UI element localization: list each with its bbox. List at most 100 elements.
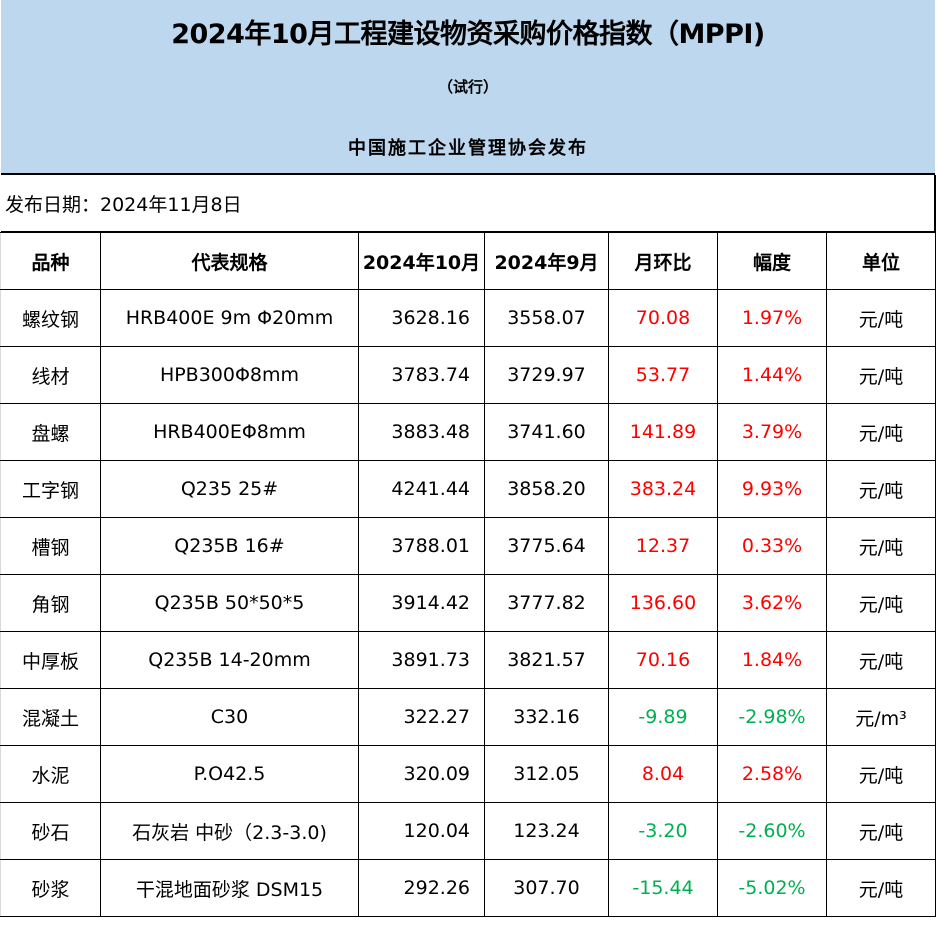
pct-change-cell: 9.93% xyxy=(717,460,827,518)
mom-change-cell: 136.60 xyxy=(608,574,718,632)
sep-price-cell: 123.24 xyxy=(484,802,609,860)
sep-price-cell: 3729.97 xyxy=(484,346,609,404)
variety-cell: 工字钢 xyxy=(0,460,101,518)
table-row: 角钢 Q235B 50*50*5 3914.42 3777.82 136.60 3.62%… xyxy=(0,574,936,632)
unit-cell: 元/吨 xyxy=(826,517,936,575)
publish-date: 发布日期：2024年11月8日 xyxy=(5,193,242,216)
col-header-mom: 月环比 xyxy=(608,232,718,290)
mom-change-cell: 12.37 xyxy=(608,517,718,575)
table-row: 盘螺 HRB400EΦ8mm 3883.48 3741.60 141.89 3.79% 元/… xyxy=(0,403,936,461)
spec-cell: C30 xyxy=(100,688,359,746)
table-row: 砂浆 干混地面砂浆 DSM15 292.26 307.70 -15.44 -5.02% 元/… xyxy=(0,859,936,917)
variety-cell: 盘螺 xyxy=(0,403,101,461)
pct-change-cell: 1.97% xyxy=(717,289,827,347)
table-row: 工字钢 Q235 25# 4241.44 3858.20 383.24 9.93% 元/吨 xyxy=(0,460,936,518)
report-subtitle: （试行） xyxy=(437,78,498,96)
sep-price-cell: 312.05 xyxy=(484,745,609,803)
variety-cell: 砂石 xyxy=(0,802,101,860)
variety-cell: 中厚板 xyxy=(0,631,101,689)
variety-cell: 角钢 xyxy=(0,574,101,632)
sep-price-cell: 3858.20 xyxy=(484,460,609,518)
spec-cell: Q235 25# xyxy=(100,460,359,518)
spec-cell: Q235B 14-20mm xyxy=(100,631,359,689)
spec-cell: Q235B 16# xyxy=(100,517,359,575)
oct-price-cell: 3783.74 xyxy=(358,346,485,404)
sep-price-cell: 3741.60 xyxy=(484,403,609,461)
col-header-pct: 幅度 xyxy=(717,232,827,290)
spec-cell: HRB400EΦ8mm xyxy=(100,403,359,461)
variety-cell: 螺纹钢 xyxy=(0,289,101,347)
unit-cell: 元/吨 xyxy=(826,346,936,404)
spec-cell: Q235B 50*50*5 xyxy=(100,574,359,632)
table-header-row: 品种 代表规格 2024年10月 2024年9月 月环比 幅度 单位 xyxy=(0,232,936,290)
unit-cell: 元/m³ xyxy=(826,688,936,746)
mom-change-cell: -9.89 xyxy=(608,688,718,746)
oct-price-cell: 3914.42 xyxy=(358,574,485,632)
pct-change-cell: -2.60% xyxy=(717,802,827,860)
oct-price-cell: 4241.44 xyxy=(358,460,485,518)
variety-cell: 线材 xyxy=(0,346,101,404)
oct-price-cell: 322.27 xyxy=(358,688,485,746)
spec-cell: P.O42.5 xyxy=(100,745,359,803)
table-row: 线材 HPB300Φ8mm 3783.74 3729.97 53.77 1.44% 元/吨 xyxy=(0,346,936,404)
pct-change-cell: 0.33% xyxy=(717,517,827,575)
pct-change-cell: 2.58% xyxy=(717,745,827,803)
mom-change-cell: 53.77 xyxy=(608,346,718,404)
variety-cell: 砂浆 xyxy=(0,859,101,917)
table-row: 槽钢 Q235B 16# 3788.01 3775.64 12.37 0.33% 元/吨 xyxy=(0,517,936,575)
oct-price-cell: 3628.16 xyxy=(358,289,485,347)
unit-cell: 元/吨 xyxy=(826,289,936,347)
oct-price-cell: 3891.73 xyxy=(358,631,485,689)
sep-price-cell: 332.16 xyxy=(484,688,609,746)
unit-cell: 元/吨 xyxy=(826,745,936,803)
price-index-table: 品种 代表规格 2024年10月 2024年9月 月环比 幅度 单位 螺纹钢 HR… xyxy=(0,232,936,917)
mom-change-cell: 70.08 xyxy=(608,289,718,347)
pct-change-cell: 3.62% xyxy=(717,574,827,632)
pct-change-cell: -5.02% xyxy=(717,859,827,917)
pct-change-cell: 1.84% xyxy=(717,631,827,689)
variety-cell: 槽钢 xyxy=(0,517,101,575)
spec-cell: HRB400E 9m Φ20mm xyxy=(100,289,359,347)
sep-price-cell: 3775.64 xyxy=(484,517,609,575)
sep-price-cell: 3558.07 xyxy=(484,289,609,347)
table-row: 螺纹钢 HRB400E 9m Φ20mm 3628.16 3558.07 70.08 1.… xyxy=(0,289,936,347)
unit-cell: 元/吨 xyxy=(826,802,936,860)
mom-change-cell: -15.44 xyxy=(608,859,718,917)
report-header: 2024年10月工程建设物资采购价格指数（MPPI) （试行） 中国施工企业管理… xyxy=(1,0,935,175)
col-header-spec: 代表规格 xyxy=(100,232,359,290)
mom-change-cell: 141.89 xyxy=(608,403,718,461)
oct-price-cell: 3788.01 xyxy=(358,517,485,575)
pct-change-cell: 3.79% xyxy=(717,403,827,461)
oct-price-cell: 3883.48 xyxy=(358,403,485,461)
col-header-sep: 2024年9月 xyxy=(484,232,609,290)
publisher: 中国施工企业管理协会发布 xyxy=(348,138,588,159)
mom-change-cell: -3.20 xyxy=(608,802,718,860)
table-row: 混凝土 C30 322.27 332.16 -9.89 -2.98% 元/m³ xyxy=(0,688,936,746)
unit-cell: 元/吨 xyxy=(826,460,936,518)
sep-price-cell: 307.70 xyxy=(484,859,609,917)
pct-change-cell: -2.98% xyxy=(717,688,827,746)
variety-cell: 水泥 xyxy=(0,745,101,803)
unit-cell: 元/吨 xyxy=(826,403,936,461)
pct-change-cell: 1.44% xyxy=(717,346,827,404)
unit-cell: 元/吨 xyxy=(826,859,936,917)
unit-cell: 元/吨 xyxy=(826,631,936,689)
oct-price-cell: 120.04 xyxy=(358,802,485,860)
publish-date-row: 发布日期：2024年11月8日 xyxy=(1,175,936,233)
spec-cell: 干混地面砂浆 DSM15 xyxy=(100,859,359,917)
table-row: 中厚板 Q235B 14-20mm 3891.73 3821.57 70.16 1.84%… xyxy=(0,631,936,689)
sep-price-cell: 3777.82 xyxy=(484,574,609,632)
col-header-variety: 品种 xyxy=(0,232,101,290)
oct-price-cell: 320.09 xyxy=(358,745,485,803)
spec-cell: HPB300Φ8mm xyxy=(100,346,359,404)
spec-cell: 石灰岩 中砂（2.3-3.0) xyxy=(100,802,359,860)
col-header-unit: 单位 xyxy=(826,232,936,290)
variety-cell: 混凝土 xyxy=(0,688,101,746)
unit-cell: 元/吨 xyxy=(826,574,936,632)
mom-change-cell: 8.04 xyxy=(608,745,718,803)
report-title: 2024年10月工程建设物资采购价格指数（MPPI) xyxy=(171,19,765,50)
table-row: 砂石 石灰岩 中砂（2.3-3.0) 120.04 123.24 -3.20 -2.60%… xyxy=(0,802,936,860)
col-header-oct: 2024年10月 xyxy=(358,232,485,290)
sep-price-cell: 3821.57 xyxy=(484,631,609,689)
oct-price-cell: 292.26 xyxy=(358,859,485,917)
